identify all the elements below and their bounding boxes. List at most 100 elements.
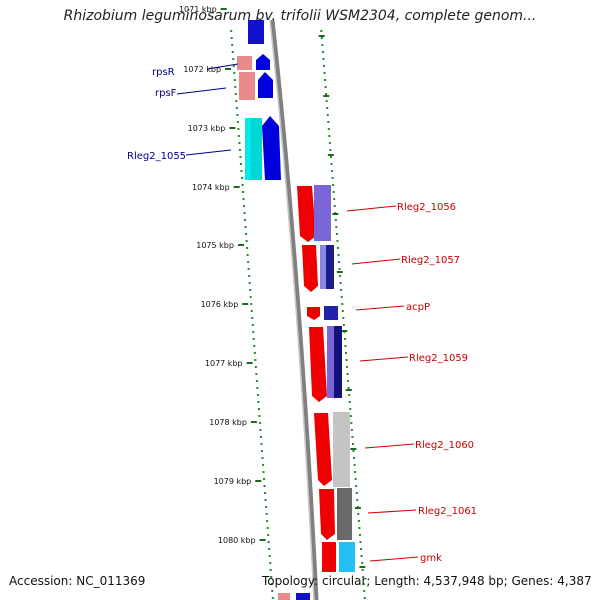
guide-dot-left bbox=[231, 51, 234, 53]
leader-rleg2-1057 bbox=[351, 258, 401, 265]
guide-dot-left bbox=[265, 513, 268, 515]
gene-block-rleg2-1059-feature-b bbox=[334, 326, 342, 398]
guide-dot-left bbox=[250, 310, 253, 312]
guide-dot-right bbox=[346, 373, 349, 375]
guide-dot-left bbox=[244, 226, 247, 228]
left-gene-blocks bbox=[237, 20, 281, 180]
gene-arrow-gmk bbox=[322, 542, 336, 572]
guide-dot-right bbox=[340, 289, 343, 291]
guide-dot-left bbox=[236, 114, 239, 116]
guide-dot-left bbox=[261, 457, 264, 459]
leader-rpsR bbox=[206, 63, 239, 70]
guide-dot-right bbox=[339, 282, 342, 284]
guide-dot-left bbox=[247, 268, 250, 270]
guide-dot-left bbox=[251, 317, 254, 319]
guide-dot-right bbox=[335, 233, 338, 235]
leader-lines bbox=[176, 63, 419, 562]
guide-dot-left bbox=[266, 520, 269, 522]
leader-acpP bbox=[355, 305, 405, 311]
gene-block-rleg2-1057-feature-b bbox=[326, 245, 334, 289]
scale-label: 1074 kbp bbox=[192, 183, 230, 192]
guide-dot-left bbox=[251, 324, 254, 326]
guide-dot-right bbox=[349, 408, 352, 410]
gene-block-acpP-feature bbox=[324, 306, 338, 320]
guide-dot-left bbox=[262, 471, 265, 473]
guide-dot-left bbox=[267, 534, 270, 536]
guide-dot-right bbox=[329, 156, 332, 158]
guide-dot-left bbox=[249, 296, 252, 298]
gene-labels: rpsR rpsF Rleg2_1055 Rleg2_1056 Rleg2_10… bbox=[127, 67, 477, 564]
guide-dot-right bbox=[354, 478, 357, 480]
gene-arrow-acpP bbox=[307, 307, 320, 320]
guide-dot-right bbox=[320, 37, 323, 39]
guide-dot-right bbox=[353, 457, 356, 459]
guide-dot-right bbox=[344, 352, 347, 354]
gene-arrow-rleg2-1057 bbox=[302, 245, 318, 292]
guide-dot-left bbox=[256, 387, 259, 389]
gene-label-rleg2-1057[interactable]: Rleg2_1057 bbox=[401, 255, 460, 266]
guide-dot-right bbox=[348, 401, 351, 403]
guide-dot-right bbox=[327, 121, 330, 123]
guide-dot-left bbox=[243, 212, 246, 214]
guide-dot-right bbox=[358, 527, 361, 529]
guide-dot-left bbox=[270, 583, 273, 585]
guide-dot-left bbox=[233, 72, 236, 74]
guide-dot-right bbox=[347, 380, 350, 382]
gene-label-rpsR[interactable]: rpsR bbox=[152, 67, 175, 78]
leader-rleg2-1061 bbox=[367, 509, 417, 514]
scale-labels: 1071 kbp 1072 kbp 1073 kbp 1074 kbp 1075 kbp… bbox=[179, 5, 256, 545]
guide-dot-right bbox=[344, 345, 347, 347]
guide-dot-left bbox=[263, 478, 266, 480]
leader-rpsF bbox=[176, 87, 227, 95]
scale-label: 1071 kbp bbox=[179, 5, 217, 14]
guide-dot-right bbox=[355, 492, 358, 494]
guide-dot-left bbox=[252, 338, 255, 340]
guide-dot-right bbox=[338, 261, 341, 263]
gene-label-rleg2-1060[interactable]: Rleg2_1060 bbox=[415, 440, 474, 451]
guide-dot-right bbox=[327, 128, 330, 130]
guide-dot-left bbox=[254, 366, 257, 368]
guide-dot-right bbox=[334, 219, 337, 221]
guide-dot-left bbox=[236, 121, 239, 123]
guide-dot-right bbox=[335, 226, 338, 228]
gene-label-rleg2-1059[interactable]: Rleg2_1059 bbox=[409, 353, 468, 364]
guide-dot-right bbox=[340, 296, 343, 298]
guide-dot-left bbox=[265, 506, 268, 508]
guide-dot-left bbox=[238, 149, 241, 151]
guide-dot-left bbox=[267, 541, 270, 543]
guide-dot-left bbox=[256, 394, 259, 396]
gene-label-rleg2-1061[interactable]: Rleg2_1061 bbox=[418, 506, 477, 517]
guide-dot-right bbox=[349, 415, 352, 417]
gene-label-rleg2-1055[interactable]: Rleg2_1055 bbox=[127, 151, 186, 162]
guide-dot-right bbox=[331, 177, 334, 179]
guide-dot-left bbox=[237, 135, 240, 137]
guide-dot-left bbox=[233, 79, 236, 81]
guide-dot-left bbox=[248, 275, 251, 277]
gene-label-acpP[interactable]: acpP bbox=[406, 302, 430, 313]
scale-label: 1073 kbp bbox=[188, 124, 226, 133]
guide-dot-left bbox=[244, 219, 247, 221]
gene-label-gmk[interactable]: gmk bbox=[420, 553, 442, 564]
guide-dot-left bbox=[253, 345, 256, 347]
guide-dot-right bbox=[329, 149, 332, 151]
gene-block-rleg2-1061-feature bbox=[337, 488, 352, 540]
guide-dot-left bbox=[241, 184, 244, 186]
guide-dot-left bbox=[250, 303, 253, 305]
gene-label-rpsF[interactable]: rpsF bbox=[155, 88, 177, 99]
guide-dot-right bbox=[331, 170, 334, 172]
guide-dot-right bbox=[348, 394, 351, 396]
guide-dot-left bbox=[269, 562, 272, 564]
guide-dot-left bbox=[238, 142, 241, 144]
leader-rleg2-1055 bbox=[185, 149, 232, 156]
guide-dot-left bbox=[257, 408, 260, 410]
guide-dot-left bbox=[240, 170, 243, 172]
guide-dot-left bbox=[270, 576, 273, 578]
guide-dot-right bbox=[362, 583, 365, 585]
guide-dot-right bbox=[363, 590, 366, 592]
guide-dot-right bbox=[350, 429, 353, 431]
guide-dot-right bbox=[341, 310, 344, 312]
gene-label-rleg2-1056[interactable]: Rleg2_1056 bbox=[397, 202, 456, 213]
guide-dot-right bbox=[351, 443, 354, 445]
scale-label: 1078 kbp bbox=[209, 418, 247, 427]
